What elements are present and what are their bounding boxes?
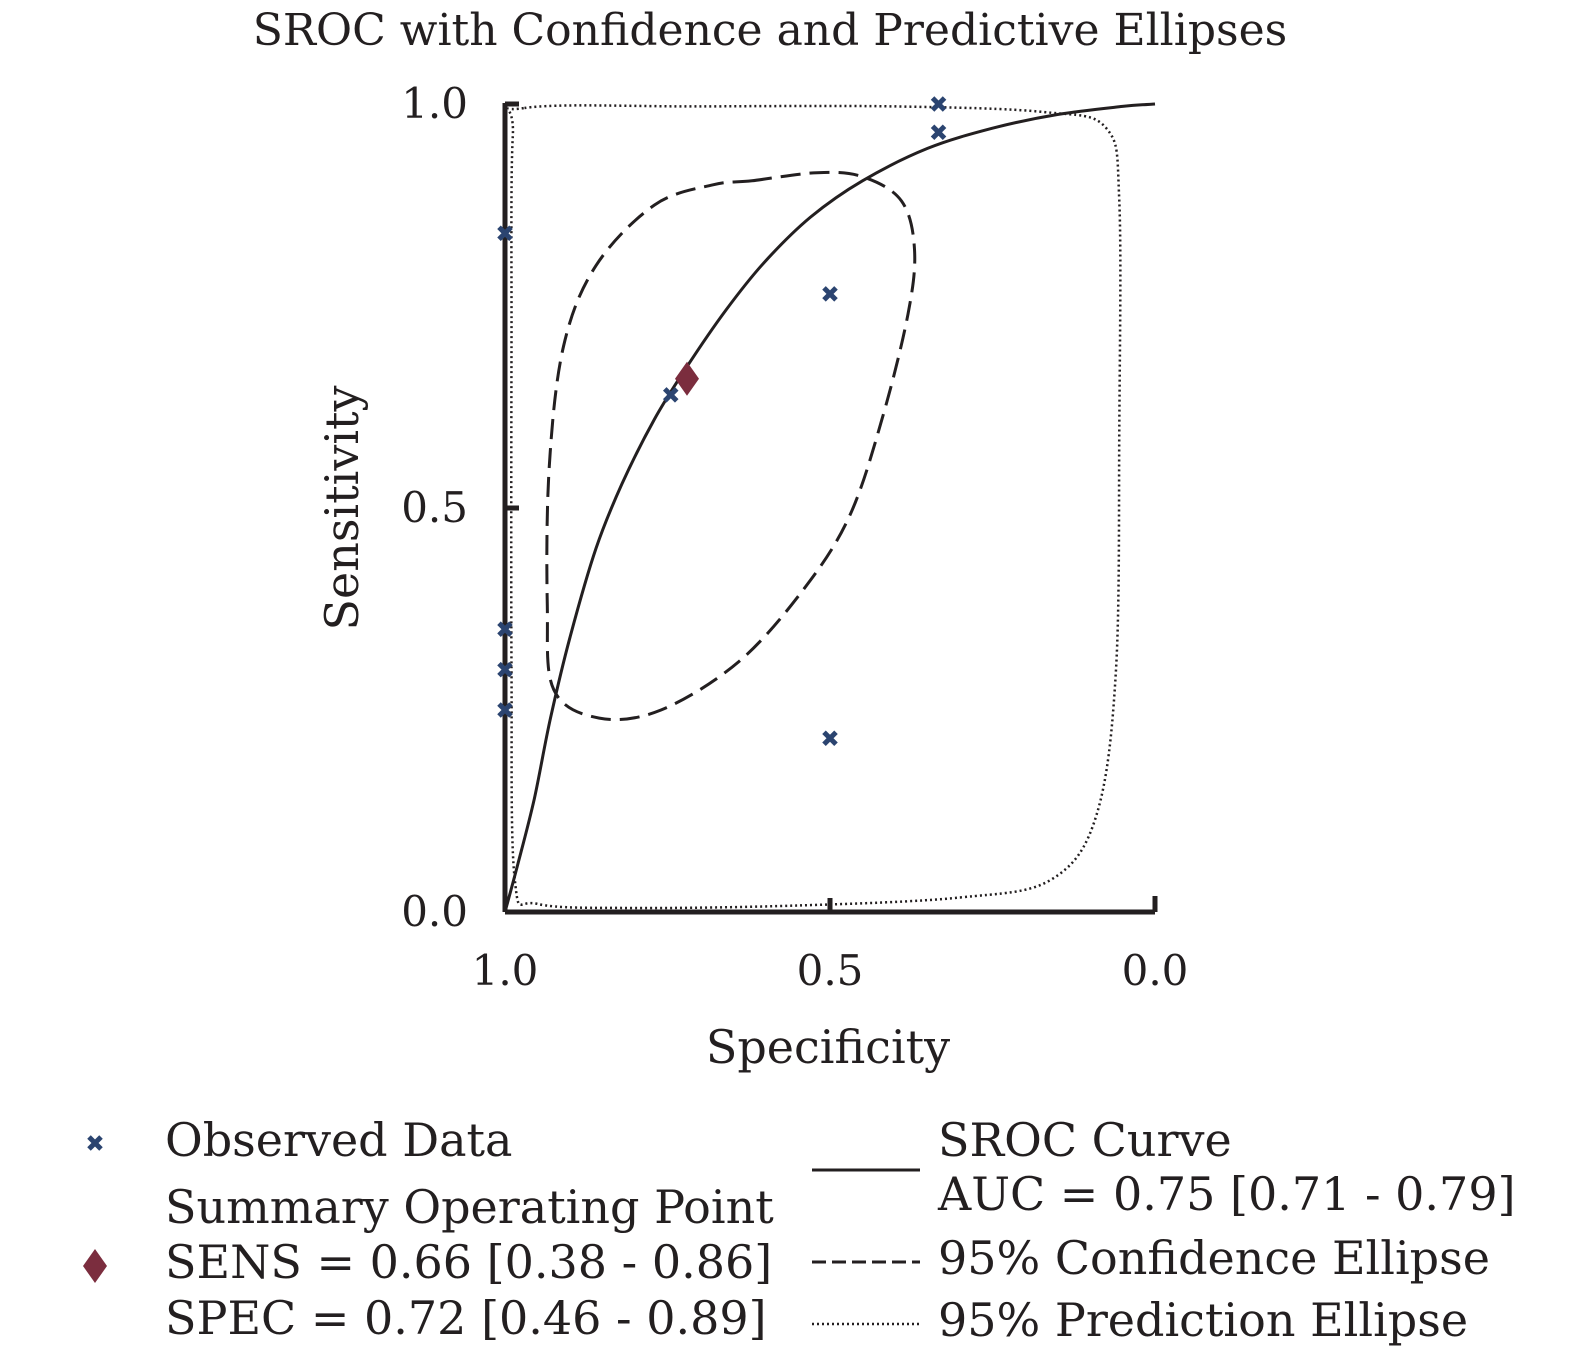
observed-point-8 <box>930 124 947 141</box>
legend: Observed Data Summary Operating Point SE… <box>83 1113 1516 1347</box>
summary-point-marker <box>675 361 699 396</box>
legend-observed-label: Observed Data <box>165 1113 512 1167</box>
y-tick-label-mid: 0.5 <box>401 483 468 532</box>
observed-points <box>497 96 947 747</box>
observed-point-3 <box>497 702 513 718</box>
x-axis-label: Specificity <box>706 1020 950 1074</box>
legend-sroc-auc: AUC = 0.75 [0.71 - 0.79] <box>937 1167 1516 1221</box>
y-axis-label: Sensitivity <box>315 385 369 630</box>
observed-point-5 <box>822 286 838 302</box>
prediction-ellipse <box>506 104 1122 910</box>
legend-summary-icon <box>83 1249 107 1283</box>
x-tick-label-left: 1.0 <box>472 946 539 995</box>
chart-title: SROC with Confidence and Predictive Elli… <box>253 5 1287 56</box>
observed-point-7 <box>930 96 947 112</box>
legend-summary-sens: SENS = 0.66 [0.38 - 0.86] <box>165 1235 772 1289</box>
axes <box>502 101 1158 915</box>
observed-point-4 <box>662 387 679 403</box>
observed-point-6 <box>822 730 838 747</box>
legend-confidence-label: 95% Confidence Ellipse <box>938 1231 1490 1285</box>
legend-summary-label: Summary Operating Point <box>165 1180 774 1234</box>
x-tick-label-right: 0.0 <box>1122 946 1189 995</box>
x-tick-label-mid: 0.5 <box>797 946 864 995</box>
legend-summary-spec: SPEC = 0.72 [0.46 - 0.89] <box>165 1291 767 1345</box>
observed-point-0 <box>497 225 513 242</box>
observed-point-2 <box>497 661 513 678</box>
legend-prediction-label: 95% Prediction Ellipse <box>938 1293 1468 1347</box>
sroc-curve <box>503 102 1156 913</box>
y-tick-label-top: 1.0 <box>401 79 468 128</box>
legend-sroc-label: SROC Curve <box>938 1113 1232 1167</box>
confidence-ellipse <box>545 170 917 722</box>
observed-point-1 <box>497 621 513 637</box>
legend-observed-icon <box>87 1135 103 1151</box>
y-tick-label-bottom: 0.0 <box>401 887 468 936</box>
